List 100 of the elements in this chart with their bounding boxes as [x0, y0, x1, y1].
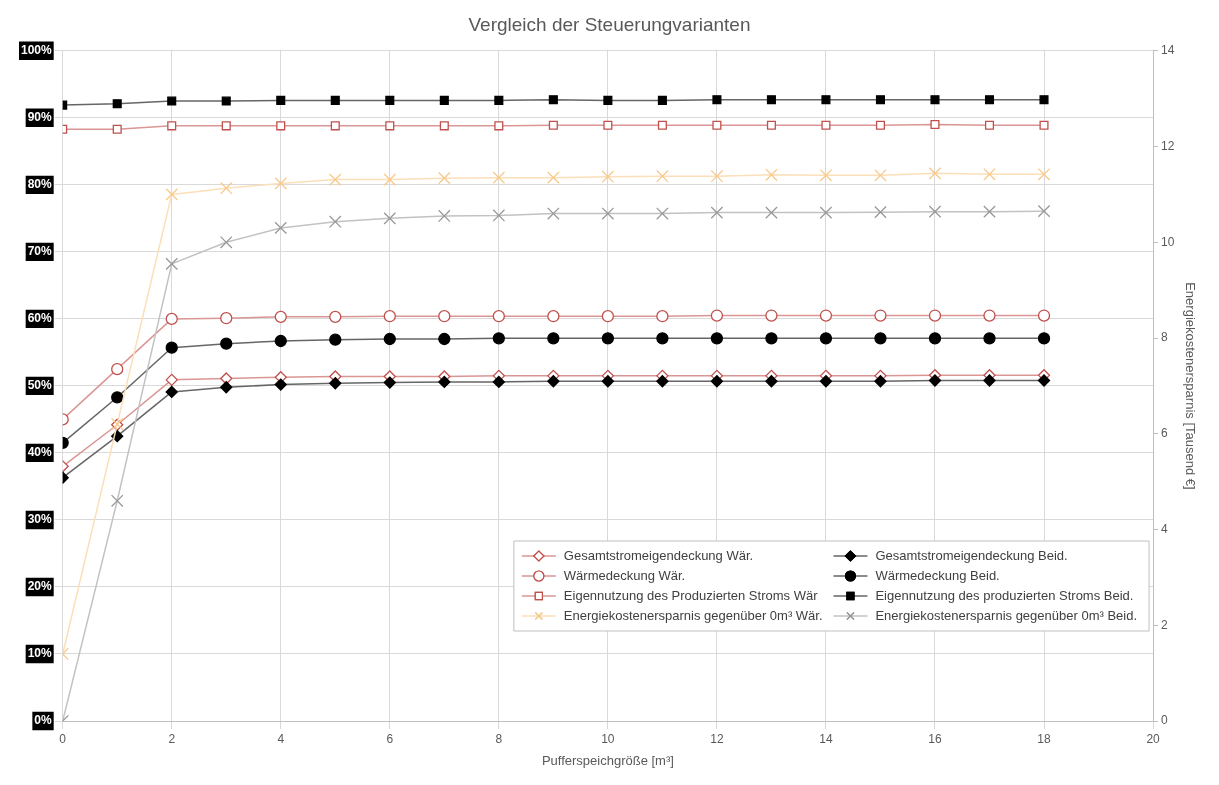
point: [438, 332, 451, 346]
point: [603, 120, 613, 130]
point: [547, 171, 560, 184]
point: [438, 171, 451, 185]
x-tick-label: 16: [928, 731, 942, 746]
y-tick-label: 20%: [27, 579, 53, 594]
point: [656, 169, 669, 183]
x-tick-label: 2: [168, 731, 176, 746]
point: [710, 169, 724, 183]
point: [220, 312, 233, 325]
point: [328, 215, 342, 229]
point: [1039, 120, 1049, 130]
point: [438, 209, 451, 223]
point: [221, 121, 231, 131]
y-tick-label: 80%: [27, 177, 53, 192]
point: [494, 95, 504, 105]
y-tick-label: 50%: [27, 378, 53, 393]
x-tick-label: 20: [1146, 731, 1161, 746]
legend-label: Wärmedeckung Beid.: [875, 567, 1000, 583]
point: [710, 332, 724, 345]
point: [112, 124, 122, 134]
point: [875, 95, 885, 105]
y-tick-label: 90%: [27, 110, 53, 125]
y-tick-label: 40%: [27, 445, 53, 460]
point: [274, 378, 287, 391]
point: [383, 332, 396, 346]
point: [167, 96, 177, 106]
point: [819, 309, 833, 322]
x-tick-label: 0: [59, 731, 67, 746]
y-tick-label: 100%: [20, 43, 53, 58]
point: [492, 332, 505, 345]
point: [439, 121, 449, 131]
point: [494, 121, 504, 131]
point: [983, 205, 996, 218]
point: [601, 207, 615, 220]
point: [601, 375, 615, 388]
point: [385, 121, 395, 131]
point: [657, 120, 667, 130]
point: [167, 121, 177, 131]
point: [274, 334, 287, 348]
point: [928, 332, 942, 345]
point: [1037, 309, 1051, 322]
point: [656, 332, 669, 345]
point: [984, 95, 995, 105]
point: [983, 374, 996, 387]
point: [492, 310, 505, 323]
point: [983, 168, 996, 181]
point: [1037, 204, 1051, 218]
point: [274, 310, 287, 324]
point: [547, 207, 560, 220]
point: [330, 95, 340, 105]
point: [875, 120, 885, 130]
point: [111, 363, 124, 376]
point: [765, 168, 778, 182]
point: [329, 333, 342, 346]
legend-label: Energiekostenersparnis gegenüber 0m³ Wär.: [563, 607, 823, 623]
point: [547, 332, 560, 345]
point: [165, 257, 179, 271]
point: [110, 494, 124, 508]
legend-label: Gesamtstromeigendeckung Beid.: [875, 547, 1068, 563]
point: [219, 181, 233, 195]
point: [274, 221, 288, 235]
point: [601, 332, 615, 345]
point: [874, 168, 887, 182]
point: [329, 310, 342, 324]
point: [874, 205, 887, 219]
point: [328, 173, 342, 186]
point: [276, 95, 286, 105]
point: [219, 235, 233, 249]
point: [383, 212, 397, 225]
point: [821, 120, 831, 130]
legend-label: Eigennutzung des produzierten Stroms Beid.: [875, 587, 1134, 603]
point: [438, 375, 451, 389]
point: [276, 121, 286, 131]
point: [547, 310, 560, 323]
point: [330, 121, 340, 131]
point: [385, 95, 395, 105]
point: [766, 120, 776, 130]
x-axis-title: Pufferspeichgröße [m³]: [541, 752, 674, 768]
point: [928, 309, 942, 322]
y2-tick-label: 14: [1161, 43, 1175, 58]
point: [874, 375, 887, 388]
y-tick-label: 30%: [27, 512, 53, 527]
y2-tick-label: 10: [1161, 234, 1175, 249]
point: [819, 332, 833, 345]
point: [547, 375, 560, 388]
x-tick-label: 18: [1037, 731, 1052, 746]
point: [819, 168, 833, 182]
point: [274, 177, 288, 190]
point: [601, 170, 615, 184]
point: [221, 96, 231, 106]
point: [656, 375, 669, 388]
x-tick-label: 12: [710, 731, 724, 746]
point: [928, 205, 942, 218]
y2-tick-label: 4: [1161, 521, 1169, 536]
point: [766, 95, 776, 105]
point: [492, 375, 505, 389]
point: [983, 332, 996, 345]
point: [656, 207, 669, 220]
legend-label: Gesamtstromeigendeckung Wär.: [563, 547, 754, 563]
